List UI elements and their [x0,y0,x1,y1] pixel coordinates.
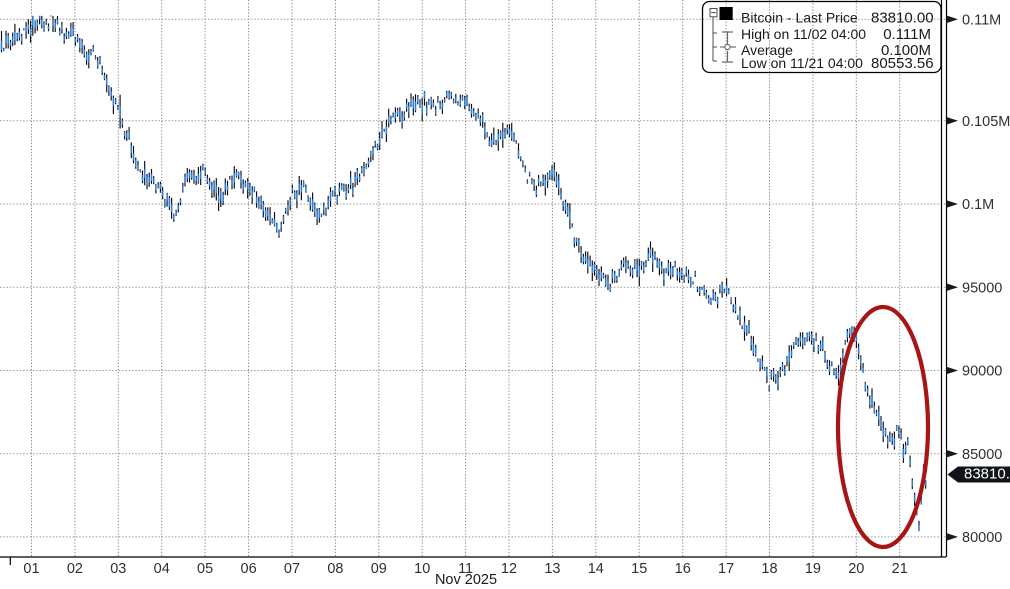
svg-text:Nov 2025: Nov 2025 [435,572,497,588]
svg-text:18: 18 [761,561,777,577]
svg-text:20: 20 [848,561,864,577]
svg-text:85000: 85000 [962,447,1002,463]
svg-text:12: 12 [501,561,517,577]
svg-text:15: 15 [631,561,647,577]
svg-text:0.11M: 0.11M [962,13,1001,29]
svg-text:08: 08 [327,561,343,577]
svg-text:07: 07 [284,561,300,577]
svg-text:01: 01 [23,561,39,577]
svg-text:90000: 90000 [962,364,1002,380]
svg-text:0.1M: 0.1M [962,197,994,213]
svg-text:0.105M: 0.105M [962,114,1010,130]
svg-text:21: 21 [892,561,908,577]
svg-text:0.100M: 0.100M [881,42,931,59]
svg-text:05: 05 [197,561,213,577]
svg-text:83810.00: 83810.00 [964,466,1010,483]
svg-text:0.111M: 0.111M [883,26,931,43]
svg-text:Bitcoin - Last Price: Bitcoin - Last Price [741,10,858,26]
svg-text:Low on 11/21 04:00: Low on 11/21 04:00 [741,55,863,71]
svg-text:80000: 80000 [962,530,1002,546]
svg-text:13: 13 [544,561,560,577]
svg-text:High on 11/02 04:00: High on 11/02 04:00 [741,26,866,42]
svg-text:06: 06 [241,561,257,577]
svg-text:83810.00: 83810.00 [871,10,934,27]
svg-text:16: 16 [675,561,691,577]
svg-text:95000: 95000 [962,280,1002,296]
svg-text:17: 17 [718,561,734,577]
svg-text:02: 02 [67,561,83,577]
svg-text:09: 09 [371,561,387,577]
svg-text:10: 10 [414,561,430,577]
svg-text:03: 03 [110,561,126,577]
svg-text:14: 14 [588,561,604,577]
svg-text:04: 04 [154,561,170,577]
svg-text:19: 19 [805,561,821,577]
